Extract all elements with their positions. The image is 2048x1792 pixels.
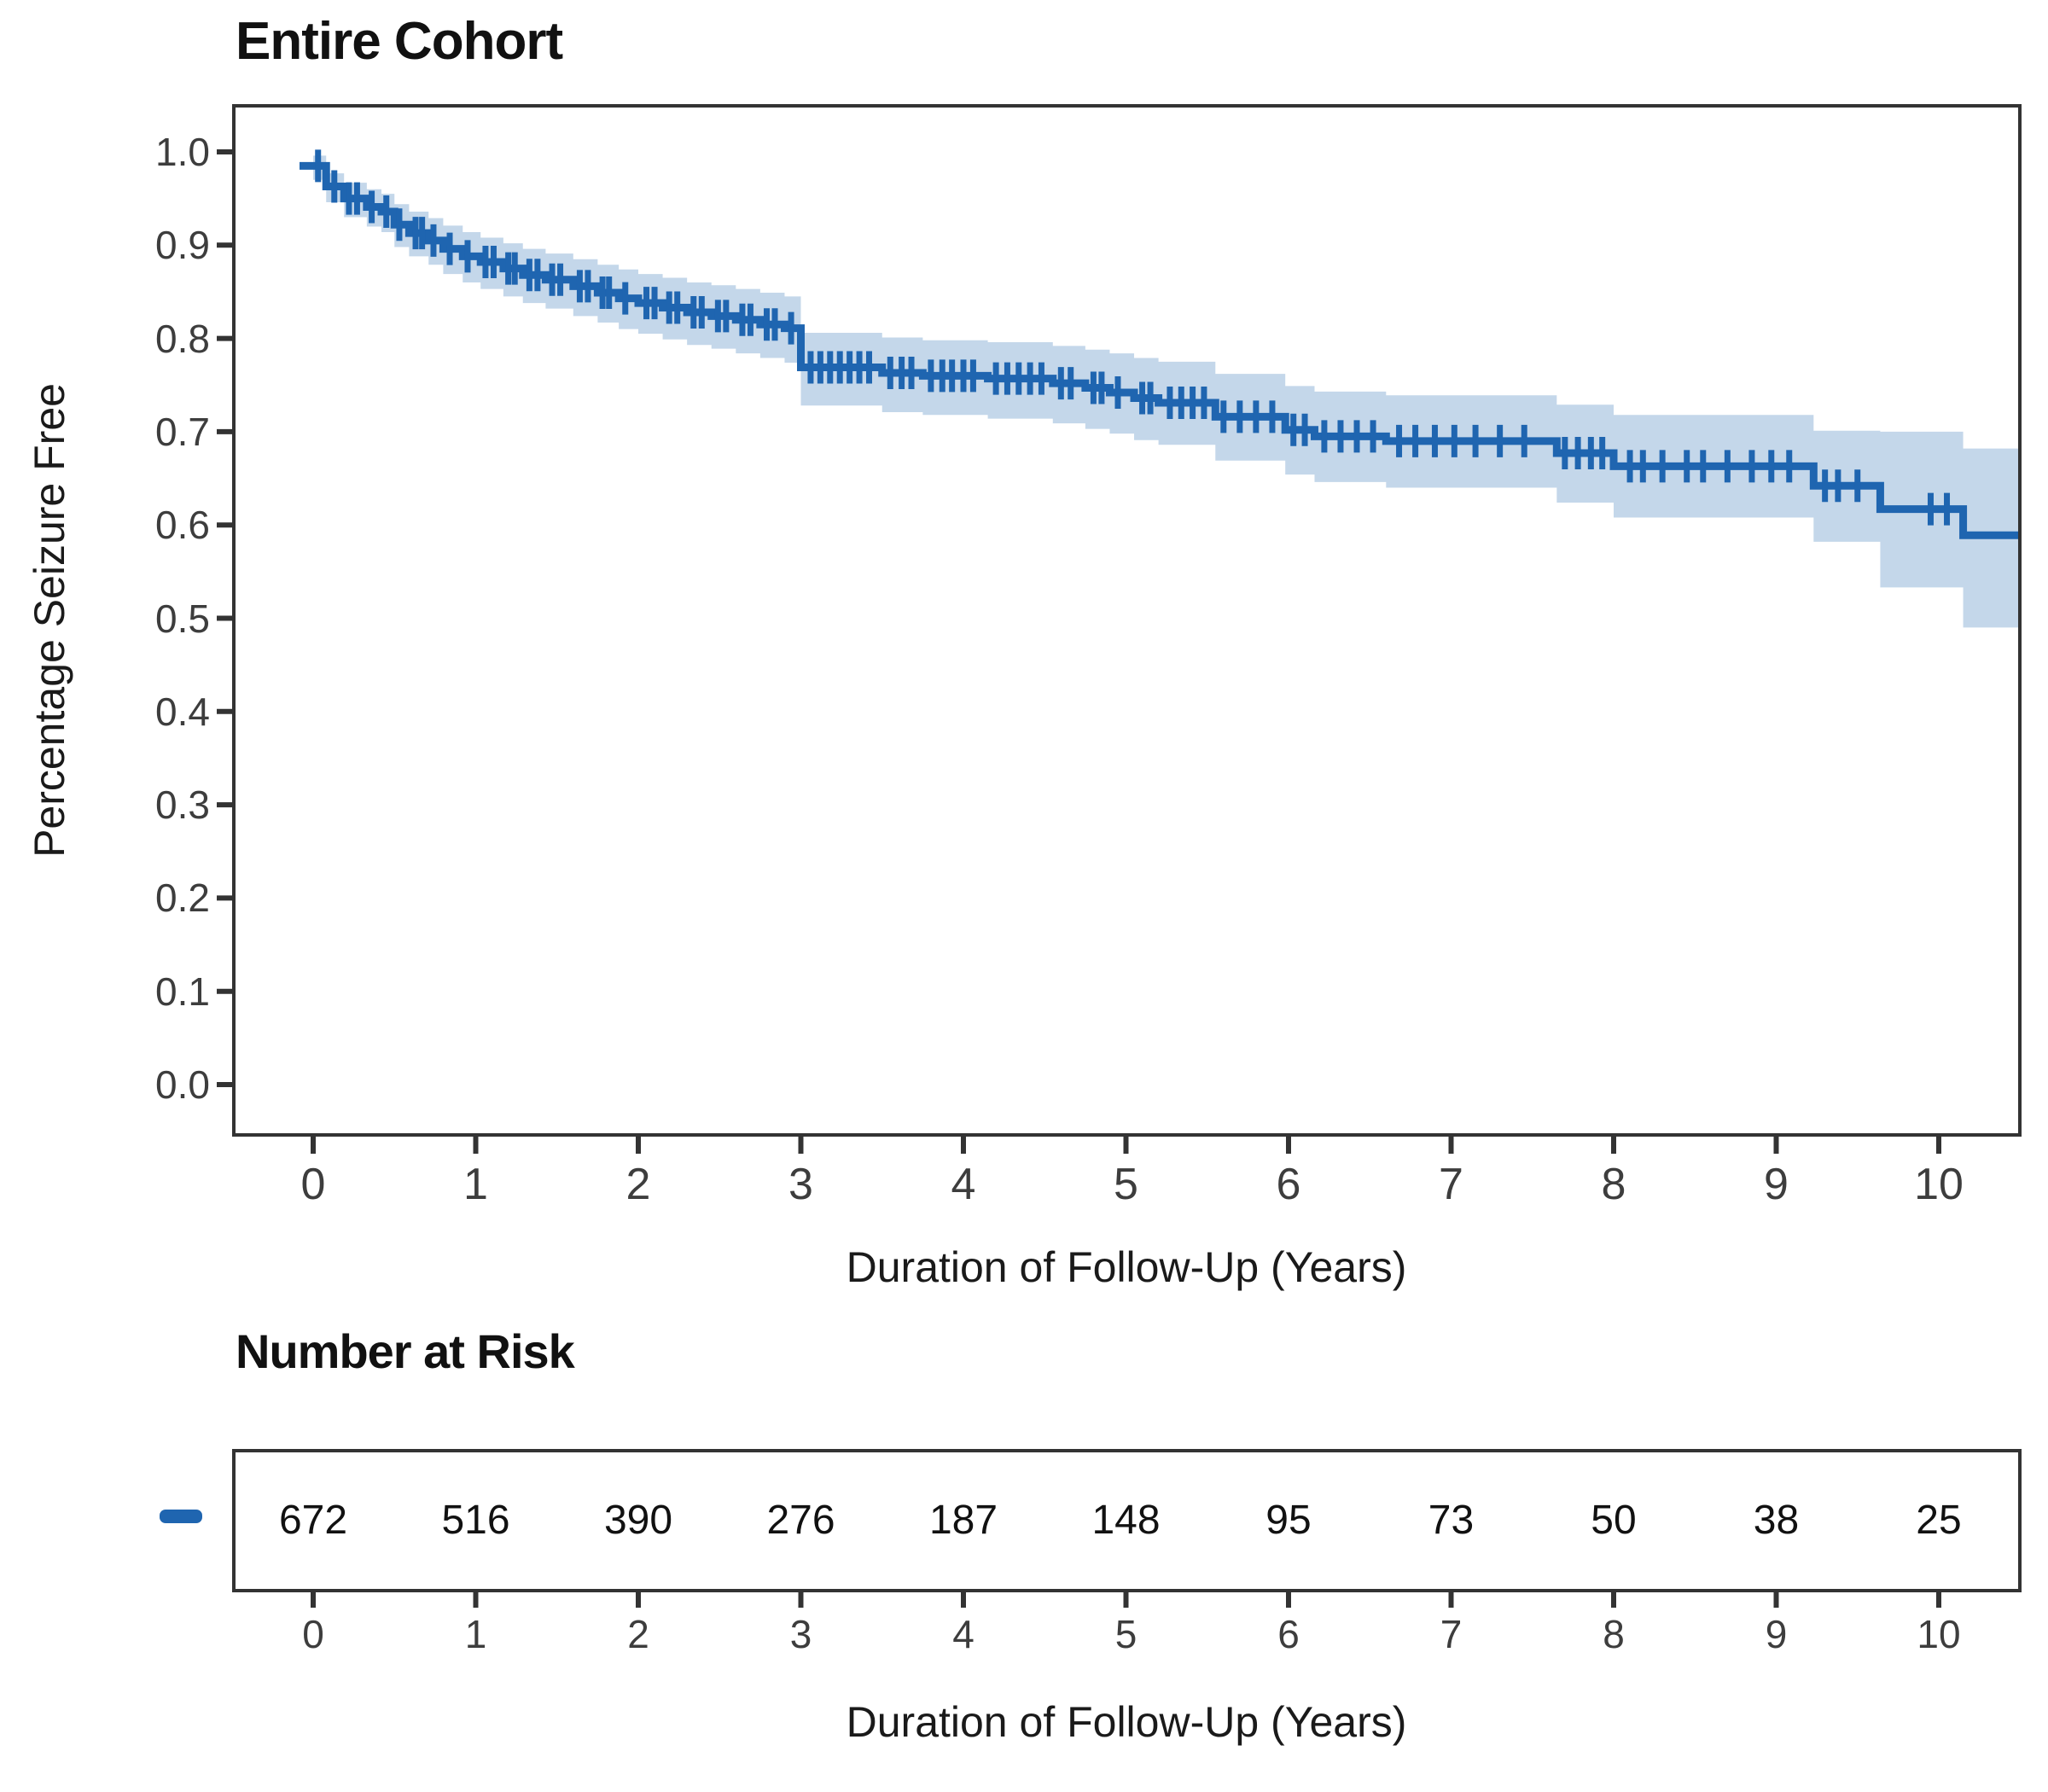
risk-x-tick-label: 7 bbox=[1440, 1612, 1463, 1656]
km-curve bbox=[300, 161, 2021, 539]
risk-count: 672 bbox=[278, 1498, 348, 1543]
risk-x-tick-label: 5 bbox=[1114, 1612, 1137, 1656]
risk-x-tick-label: 10 bbox=[1917, 1612, 1961, 1656]
x-tick-label: 9 bbox=[1764, 1160, 1789, 1209]
risk-axis-ticks bbox=[311, 1591, 1941, 1608]
risk-x-tick-label: 0 bbox=[302, 1612, 324, 1656]
risk-x-tick-label: 4 bbox=[952, 1612, 975, 1656]
y-tick-label: 0.3 bbox=[155, 783, 210, 828]
risk-x-tick-label: 1 bbox=[464, 1612, 487, 1656]
x-axis-label: Duration of Follow-Up (Years) bbox=[846, 1243, 1407, 1291]
x-tick-label: 3 bbox=[788, 1160, 813, 1209]
risk-count: 38 bbox=[1753, 1498, 1800, 1543]
risk-count: 50 bbox=[1591, 1498, 1637, 1543]
risk-x-tick-label: 8 bbox=[1603, 1612, 1625, 1656]
y-tick-label: 1.0 bbox=[155, 130, 210, 174]
chart-title: Entire Cohort bbox=[236, 12, 563, 71]
y-tick-label: 0.2 bbox=[155, 876, 210, 921]
y-tick-label: 0.6 bbox=[155, 503, 210, 548]
y-tick-label: 0.8 bbox=[155, 316, 210, 361]
y-axis-label: Percentage Seizure Free bbox=[26, 383, 73, 858]
y-tick-label: 0.1 bbox=[155, 969, 210, 1014]
risk-table-title: Number at Risk bbox=[236, 1324, 575, 1378]
x-tick-label: 7 bbox=[1439, 1160, 1463, 1209]
y-tick-label: 0.4 bbox=[155, 689, 210, 734]
risk-table-x-axis-label: Duration of Follow-Up (Years) bbox=[846, 1698, 1407, 1746]
risk-count: 25 bbox=[1916, 1498, 1962, 1543]
x-tick-label: 4 bbox=[951, 1160, 976, 1209]
x-tick-label: 8 bbox=[1601, 1160, 1626, 1209]
risk-x-tick-label: 6 bbox=[1277, 1612, 1300, 1656]
risk-x-tick-label: 2 bbox=[627, 1612, 649, 1656]
ci-band bbox=[313, 155, 2021, 628]
y-tick-label: 0.0 bbox=[155, 1062, 210, 1107]
risk-count: 148 bbox=[1091, 1498, 1161, 1543]
censor-marks bbox=[315, 149, 1951, 526]
risk-count: 73 bbox=[1428, 1498, 1475, 1543]
y-tick-label: 0.9 bbox=[155, 223, 210, 268]
risk-count: 516 bbox=[441, 1498, 510, 1543]
x-tick-label: 5 bbox=[1114, 1160, 1138, 1209]
risk-count: 95 bbox=[1265, 1498, 1312, 1543]
risk-x-tick-label: 3 bbox=[789, 1612, 812, 1656]
risk-count: 390 bbox=[603, 1498, 673, 1543]
x-tick-label: 10 bbox=[1914, 1160, 1964, 1209]
x-tick-label: 1 bbox=[463, 1160, 488, 1209]
x-tick-label: 2 bbox=[625, 1160, 651, 1209]
risk-count: 276 bbox=[766, 1498, 835, 1543]
risk-x-tick-label: 9 bbox=[1765, 1612, 1788, 1656]
x-tick-label: 6 bbox=[1276, 1160, 1301, 1209]
risk-count: 187 bbox=[928, 1498, 998, 1543]
x-tick-label: 0 bbox=[300, 1160, 326, 1209]
y-axis-ticks bbox=[217, 149, 234, 1087]
y-tick-label: 0.5 bbox=[155, 596, 210, 641]
legend-line-swatch bbox=[160, 1510, 202, 1523]
y-tick-label: 0.7 bbox=[155, 409, 210, 454]
x-axis-ticks bbox=[311, 1135, 1941, 1154]
